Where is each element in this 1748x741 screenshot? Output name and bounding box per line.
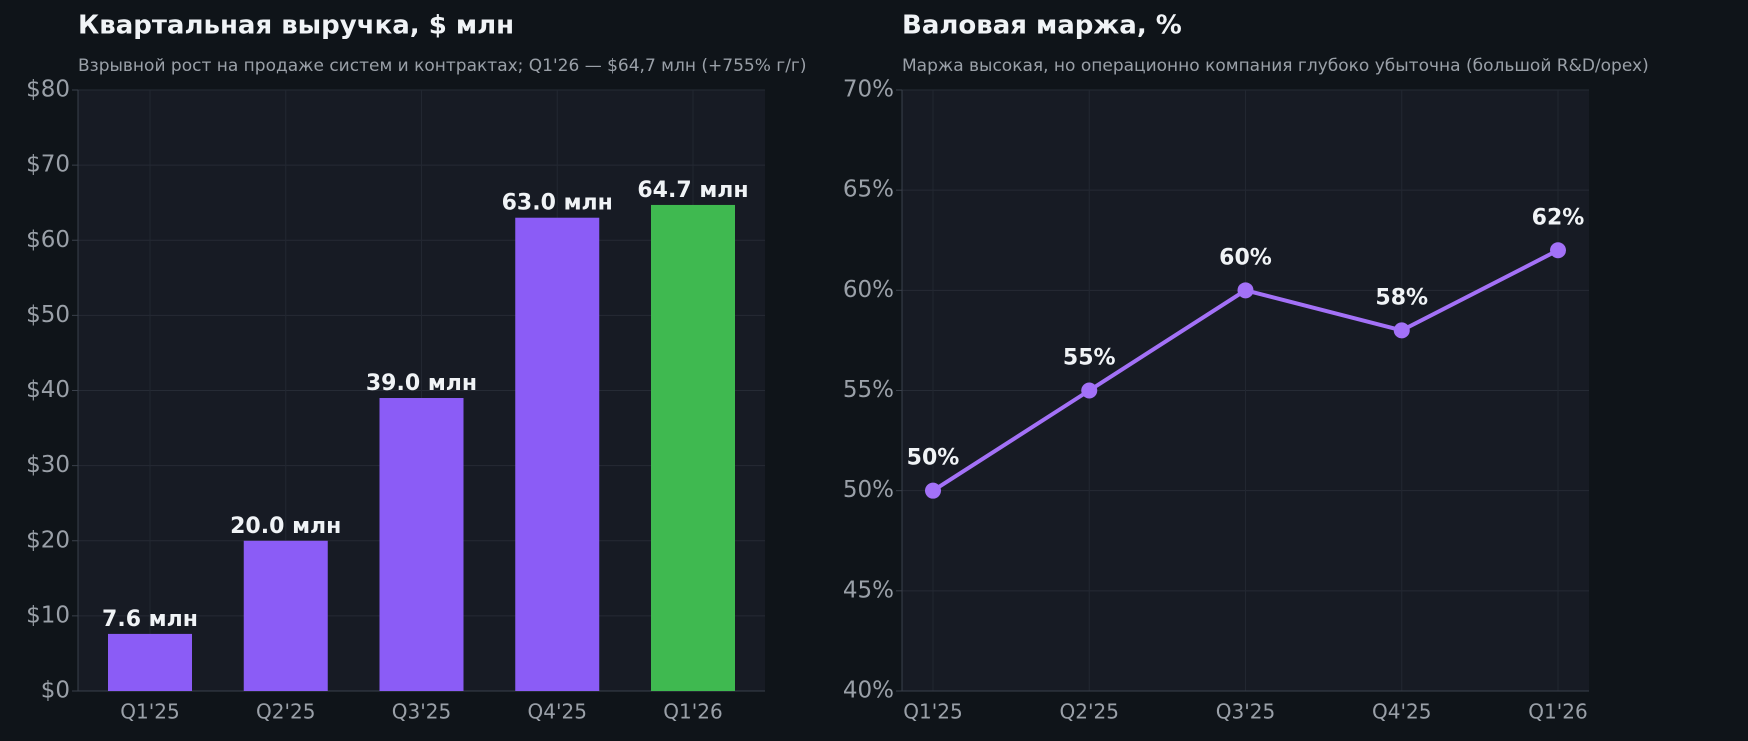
data-label: 20.0 млн xyxy=(230,514,341,539)
bar xyxy=(108,633,192,691)
x-tick-label: Q4'25 xyxy=(528,700,587,724)
data-label: 63.0 млн xyxy=(502,191,613,216)
y-tick-label: $40 xyxy=(26,377,70,403)
y-tick-label: 55% xyxy=(843,377,894,403)
y-tick-label: $0 xyxy=(41,678,70,704)
y-tick-label: 70% xyxy=(843,77,894,103)
x-tick-label: Q1'26 xyxy=(663,700,722,724)
y-tick-label: 60% xyxy=(843,277,894,303)
y-tick-label: $50 xyxy=(26,302,70,328)
x-tick-label: Q3'25 xyxy=(1216,700,1275,724)
x-tick-label: Q1'25 xyxy=(903,700,962,724)
y-tick-label: $20 xyxy=(26,527,70,553)
chart-subtitle: Маржа высокая, но операционно компания г… xyxy=(902,56,1649,76)
data-label: 64.7 млн xyxy=(637,178,748,203)
x-tick-label: Q1'25 xyxy=(120,700,179,724)
y-tick-label: $10 xyxy=(26,602,70,628)
bar xyxy=(651,204,735,691)
bar xyxy=(515,217,600,691)
y-tick-label: $80 xyxy=(26,77,70,103)
y-tick-label: $60 xyxy=(26,227,70,253)
point xyxy=(925,482,941,499)
data-label: 39.0 млн xyxy=(366,371,477,396)
y-tick-label: 65% xyxy=(843,177,894,203)
bar xyxy=(243,540,328,691)
data-label: 7.6 млн xyxy=(102,607,198,632)
point xyxy=(1393,322,1410,339)
chart-subtitle: Взрывной рост на продаже систем и контра… xyxy=(78,56,807,76)
data-label: 50% xyxy=(907,446,960,471)
x-tick-label: Q2'25 xyxy=(1060,700,1119,724)
y-tick-label: $70 xyxy=(26,152,70,178)
x-tick-label: Q4'25 xyxy=(1372,700,1431,724)
data-label: 60% xyxy=(1219,245,1272,270)
data-label: 62% xyxy=(1532,205,1585,230)
x-tick-label: Q3'25 xyxy=(392,700,451,724)
point xyxy=(1550,242,1566,259)
data-label: 58% xyxy=(1375,285,1428,310)
x-tick-label: Q1'26 xyxy=(1528,700,1587,724)
point xyxy=(1081,382,1098,399)
point xyxy=(1237,282,1254,299)
y-tick-label: 45% xyxy=(843,577,894,603)
y-tick-label: 50% xyxy=(843,477,894,503)
y-tick-label: $30 xyxy=(26,452,70,478)
bar xyxy=(379,398,464,691)
x-tick-label: Q2'25 xyxy=(256,700,315,724)
y-tick-label: 40% xyxy=(843,678,894,704)
chart-title: Квартальная выручка, $ млн xyxy=(78,11,514,41)
chart-title: Валовая маржа, % xyxy=(902,11,1182,41)
data-label: 55% xyxy=(1063,346,1116,371)
